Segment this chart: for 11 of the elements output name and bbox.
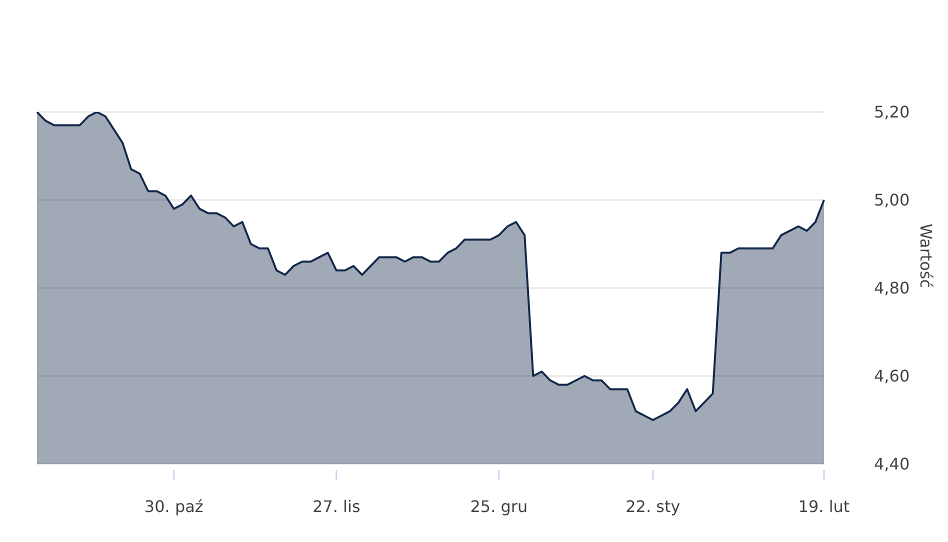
y-tick-label: 4,60 bbox=[874, 366, 910, 386]
y-tick-label: 4,80 bbox=[874, 278, 910, 298]
y-tick-label: 4,40 bbox=[874, 454, 910, 474]
y-tick-label: 5,00 bbox=[874, 190, 910, 210]
x-tick-label: 19. lut bbox=[798, 497, 850, 516]
x-tick-label: 30. paź bbox=[144, 497, 204, 516]
y-axis-title: Wartość bbox=[916, 224, 936, 288]
y-tick-label: 5,20 bbox=[874, 102, 910, 122]
x-tick-label: 27. lis bbox=[312, 497, 360, 516]
x-tick-label: 22. sty bbox=[626, 497, 680, 516]
x-tick-label: 25. gru bbox=[470, 497, 528, 516]
